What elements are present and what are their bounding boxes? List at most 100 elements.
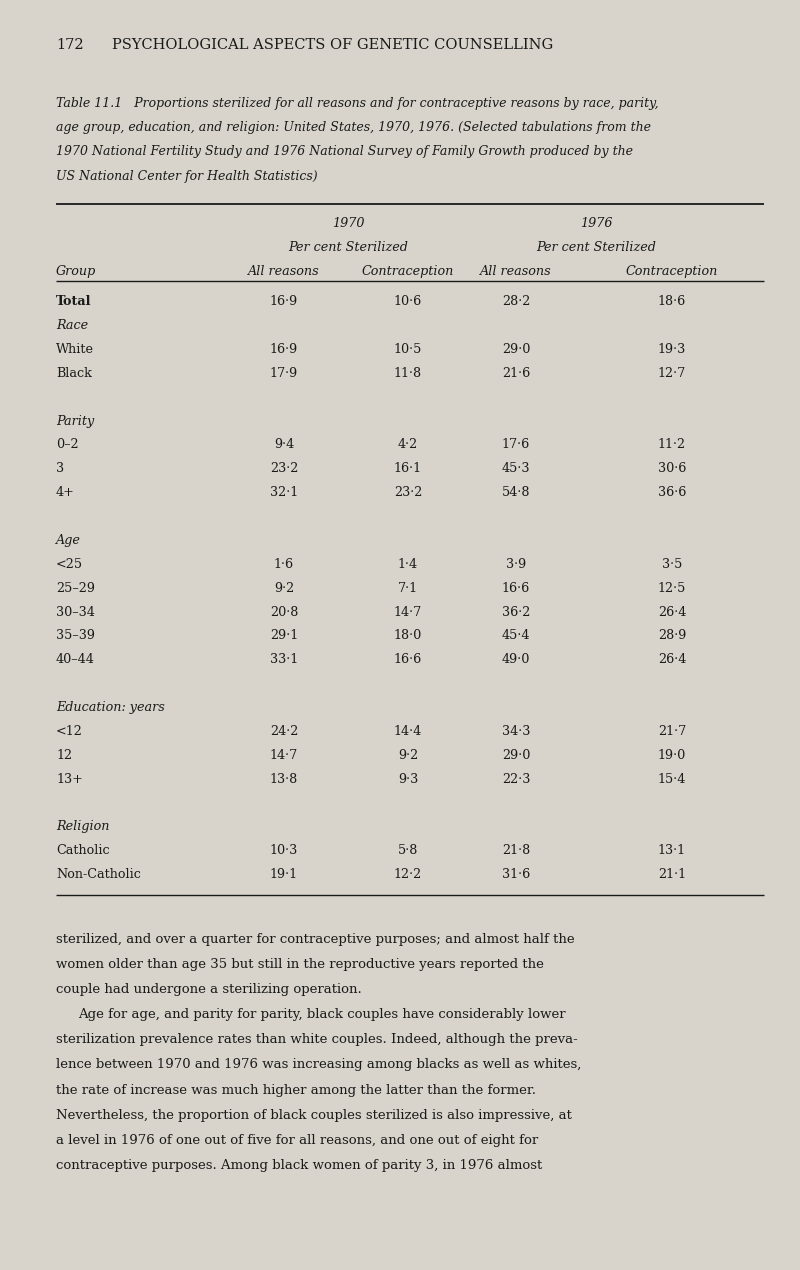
Text: 26·4: 26·4: [658, 653, 686, 667]
Text: 19·0: 19·0: [658, 749, 686, 762]
Text: 0–2: 0–2: [56, 438, 78, 451]
Text: 9·4: 9·4: [274, 438, 294, 451]
Text: 12: 12: [56, 749, 72, 762]
Text: 3·9: 3·9: [506, 558, 526, 570]
Text: 3·5: 3·5: [662, 558, 682, 570]
Text: 16·6: 16·6: [394, 653, 422, 667]
Text: 12·5: 12·5: [658, 582, 686, 594]
Text: 16·6: 16·6: [502, 582, 530, 594]
Text: 16·9: 16·9: [270, 295, 298, 309]
Text: a level in 1976 of one out of five for all reasons, and one out of eight for: a level in 1976 of one out of five for a…: [56, 1134, 538, 1147]
Text: Age: Age: [56, 533, 81, 547]
Text: 11·8: 11·8: [394, 367, 422, 380]
Text: women older than age 35 but still in the reproductive years reported the: women older than age 35 but still in the…: [56, 958, 544, 970]
Text: Per cent Sterilized: Per cent Sterilized: [288, 241, 408, 254]
Text: 16·1: 16·1: [394, 462, 422, 475]
Text: 9·2: 9·2: [398, 749, 418, 762]
Text: the rate of increase was much higher among the latter than the former.: the rate of increase was much higher amo…: [56, 1083, 536, 1096]
Text: 18·0: 18·0: [394, 630, 422, 643]
Text: 17·6: 17·6: [502, 438, 530, 451]
Text: 34·3: 34·3: [502, 725, 530, 738]
Text: 23·2: 23·2: [270, 462, 298, 475]
Text: 172: 172: [56, 38, 84, 52]
Text: 16·9: 16·9: [270, 343, 298, 356]
Text: 13·8: 13·8: [270, 772, 298, 786]
Text: 17·9: 17·9: [270, 367, 298, 380]
Text: 21·7: 21·7: [658, 725, 686, 738]
Text: All reasons: All reasons: [248, 264, 320, 278]
Text: 1970 National Fertility Study and 1976 National Survey of Family Growth produced: 1970 National Fertility Study and 1976 N…: [56, 145, 633, 159]
Text: 12·7: 12·7: [658, 367, 686, 380]
Text: All reasons: All reasons: [480, 264, 552, 278]
Text: 45·3: 45·3: [502, 462, 530, 475]
Text: 4·2: 4·2: [398, 438, 418, 451]
Text: 25–29: 25–29: [56, 582, 95, 594]
Text: 15·4: 15·4: [658, 772, 686, 786]
Text: Nevertheless, the proportion of black couples sterilized is also impressive, at: Nevertheless, the proportion of black co…: [56, 1109, 572, 1121]
Text: Table 11.1   Proportions sterilized for all reasons and for contraceptive reason: Table 11.1 Proportions sterilized for al…: [56, 97, 658, 109]
Text: 10·6: 10·6: [394, 295, 422, 309]
Text: 31·6: 31·6: [502, 869, 530, 881]
Text: White: White: [56, 343, 94, 356]
Text: 1·6: 1·6: [274, 558, 294, 570]
Text: <12: <12: [56, 725, 83, 738]
Text: 32·1: 32·1: [270, 486, 298, 499]
Text: lence between 1970 and 1976 was increasing among blacks as well as whites,: lence between 1970 and 1976 was increasi…: [56, 1058, 582, 1072]
Text: 1·4: 1·4: [398, 558, 418, 570]
Text: 49·0: 49·0: [502, 653, 530, 667]
Text: 4+: 4+: [56, 486, 75, 499]
Text: 3: 3: [56, 462, 64, 475]
Text: 36·2: 36·2: [502, 606, 530, 618]
Text: 14·7: 14·7: [270, 749, 298, 762]
Text: couple had undergone a sterilizing operation.: couple had undergone a sterilizing opera…: [56, 983, 362, 996]
Text: Black: Black: [56, 367, 92, 380]
Text: US National Center for Health Statistics): US National Center for Health Statistics…: [56, 170, 318, 183]
Text: 45·4: 45·4: [502, 630, 530, 643]
Text: 10·5: 10·5: [394, 343, 422, 356]
Text: Race: Race: [56, 319, 88, 331]
Text: 7·1: 7·1: [398, 582, 418, 594]
Text: Non-Catholic: Non-Catholic: [56, 869, 141, 881]
Text: <25: <25: [56, 558, 83, 570]
Text: 12·2: 12·2: [394, 869, 422, 881]
Text: 14·7: 14·7: [394, 606, 422, 618]
Text: 30–34: 30–34: [56, 606, 95, 618]
Text: 21·8: 21·8: [502, 845, 530, 857]
Text: 29·0: 29·0: [502, 343, 530, 356]
Text: age group, education, and religion: United States, 1970, 1976. (Selected tabulat: age group, education, and religion: Unit…: [56, 121, 651, 133]
Text: 35–39: 35–39: [56, 630, 95, 643]
Text: 5·8: 5·8: [398, 845, 418, 857]
Text: PSYCHOLOGICAL ASPECTS OF GENETIC COUNSELLING: PSYCHOLOGICAL ASPECTS OF GENETIC COUNSEL…: [112, 38, 554, 52]
Text: Per cent Sterilized: Per cent Sterilized: [536, 241, 656, 254]
Text: Age for age, and parity for parity, black couples have considerably lower: Age for age, and parity for parity, blac…: [78, 1008, 566, 1021]
Text: 14·4: 14·4: [394, 725, 422, 738]
Text: Education: years: Education: years: [56, 701, 165, 714]
Text: 19·3: 19·3: [658, 343, 686, 356]
Text: Group: Group: [56, 264, 96, 278]
Text: 23·2: 23·2: [394, 486, 422, 499]
Text: 26·4: 26·4: [658, 606, 686, 618]
Text: 1976: 1976: [580, 217, 612, 230]
Text: 9·3: 9·3: [398, 772, 418, 786]
Text: 13+: 13+: [56, 772, 83, 786]
Text: 1970: 1970: [332, 217, 364, 230]
Text: Parity: Parity: [56, 414, 94, 428]
Text: 21·6: 21·6: [502, 367, 530, 380]
Text: 29·0: 29·0: [502, 749, 530, 762]
Text: 10·3: 10·3: [270, 845, 298, 857]
Text: Catholic: Catholic: [56, 845, 110, 857]
Text: 28·9: 28·9: [658, 630, 686, 643]
Text: 30·6: 30·6: [658, 462, 686, 475]
Text: 36·6: 36·6: [658, 486, 686, 499]
Text: 19·1: 19·1: [270, 869, 298, 881]
Text: 54·8: 54·8: [502, 486, 530, 499]
Text: 22·3: 22·3: [502, 772, 530, 786]
Text: Religion: Religion: [56, 820, 110, 833]
Text: sterilized, and over a quarter for contraceptive purposes; and almost half the: sterilized, and over a quarter for contr…: [56, 932, 574, 946]
Text: 33·1: 33·1: [270, 653, 298, 667]
Text: Contraception: Contraception: [362, 264, 454, 278]
Text: 40–44: 40–44: [56, 653, 95, 667]
Text: 21·1: 21·1: [658, 869, 686, 881]
Text: 11·2: 11·2: [658, 438, 686, 451]
Text: Total: Total: [56, 295, 91, 309]
